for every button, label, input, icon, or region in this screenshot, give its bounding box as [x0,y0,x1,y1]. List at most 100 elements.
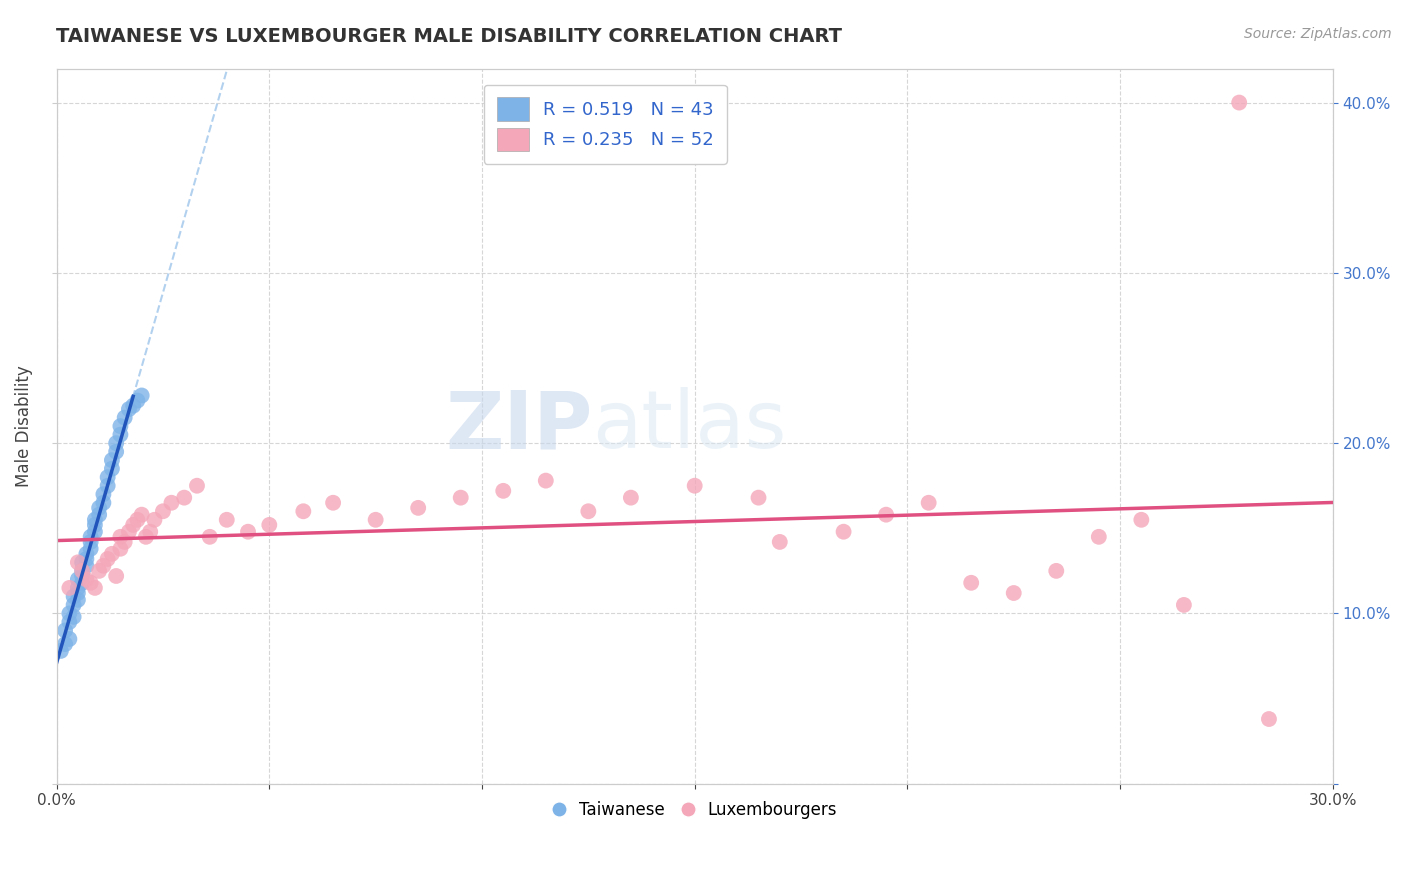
Point [198,530,221,544]
Point [960,575,983,590]
Point [53,624,76,638]
Point [75,558,97,573]
Point [97,552,120,566]
Point [75,552,97,566]
Point [101,453,124,467]
Point [70,555,93,569]
Point [127,393,149,408]
Point [683,479,706,493]
Point [917,496,939,510]
Text: TAIWANESE VS LUXEMBOURGER MALE DISABILITY CORRELATION CHART: TAIWANESE VS LUXEMBOURGER MALE DISABILIT… [56,27,842,45]
Point [292,504,315,518]
Point [1088,530,1111,544]
Point [173,491,195,505]
Point [58,632,80,646]
Point [70,575,93,590]
Point [97,479,120,493]
Point [62,610,84,624]
Point [89,564,111,578]
Point [322,496,344,510]
Point [135,530,157,544]
Point [70,569,93,583]
Point [105,444,128,458]
Legend: Taiwanese, Luxembourgers: Taiwanese, Luxembourgers [546,794,844,825]
Point [110,530,132,544]
Point [62,590,84,604]
Point [53,637,76,651]
Point [49,644,72,658]
Point [259,517,281,532]
Point [576,504,599,518]
Point [832,524,855,539]
Point [101,547,124,561]
Point [620,491,643,505]
Point [97,470,120,484]
Point [66,555,89,569]
Point [70,564,93,578]
Point [1173,598,1195,612]
Point [58,607,80,621]
Point [105,436,128,450]
Point [131,508,153,522]
Point [1130,513,1153,527]
Point [93,487,115,501]
Point [62,598,84,612]
Point [152,504,174,518]
Point [83,581,105,595]
Point [131,388,153,402]
Point [139,524,162,539]
Point [66,586,89,600]
Point [75,547,97,561]
Point [75,573,97,587]
Point [236,524,259,539]
Point [79,541,101,556]
Point [66,592,89,607]
Point [93,496,115,510]
Point [83,513,105,527]
Point [364,513,387,527]
Point [1002,586,1025,600]
Point [66,581,89,595]
Point [66,573,89,587]
Point [122,517,145,532]
Point [492,483,515,498]
Point [450,491,472,505]
Point [110,427,132,442]
Point [160,496,183,510]
Point [83,517,105,532]
Point [58,615,80,629]
Point [89,508,111,522]
Point [101,461,124,475]
Point [875,508,897,522]
Point [1227,95,1250,110]
Point [1258,712,1281,726]
Point [89,500,111,515]
Point [127,513,149,527]
Y-axis label: Male Disability: Male Disability [15,365,32,487]
Point [93,558,115,573]
Point [534,474,557,488]
Point [114,535,136,549]
Point [769,535,792,549]
Point [110,541,132,556]
Text: Source: ZipAtlas.com: Source: ZipAtlas.com [1244,27,1392,41]
Point [83,524,105,539]
Point [118,402,141,417]
Point [58,581,80,595]
Point [105,569,128,583]
Point [110,419,132,434]
Point [118,524,141,539]
Point [1045,564,1067,578]
Point [70,564,93,578]
Point [79,535,101,549]
Text: ZIP: ZIP [446,387,592,465]
Point [406,500,429,515]
Point [747,491,769,505]
Point [215,513,238,527]
Point [122,399,145,413]
Text: atlas: atlas [592,387,787,465]
Point [114,410,136,425]
Point [79,575,101,590]
Point [79,530,101,544]
Point [186,479,208,493]
